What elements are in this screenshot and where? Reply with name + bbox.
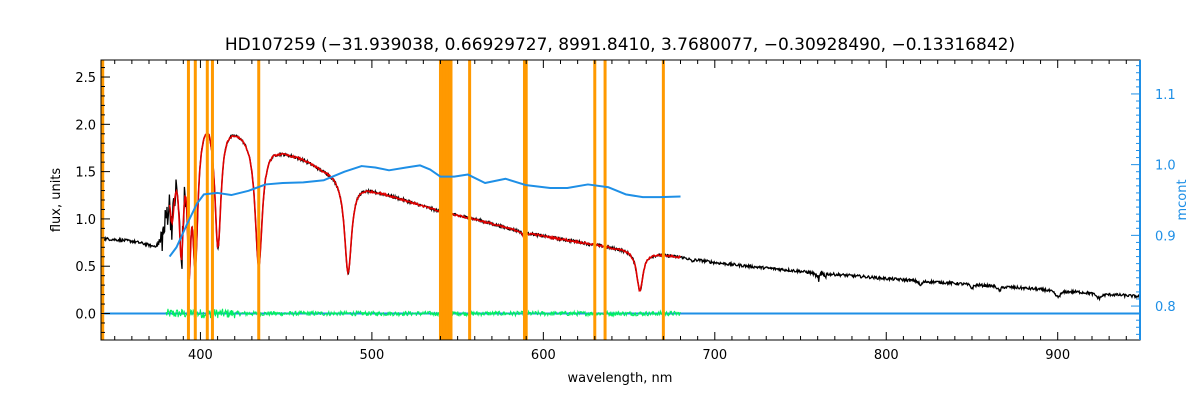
x-tick-label: 800 bbox=[874, 348, 899, 363]
continuum-series bbox=[168, 164, 681, 258]
y2-tick-label: 1.1 bbox=[1155, 88, 1176, 103]
x-axis-label: wavelength, nm bbox=[568, 371, 673, 386]
y-axis-label: flux, units bbox=[49, 168, 64, 233]
y2-tick-label: 1.0 bbox=[1155, 159, 1176, 174]
chart-title: HD107259 (−31.939038, 0.66929727, 8991.8… bbox=[225, 35, 1015, 55]
x-tick-label: 400 bbox=[188, 348, 213, 363]
plot-frame bbox=[100, 59, 1141, 341]
y-tick-label: 1.0 bbox=[75, 213, 96, 228]
observed-spectrum-series bbox=[101, 130, 1140, 302]
axes: 400 500 600 700 800 900 0.0 0.5 1.0 1.5 2.0 2.5 0.8 0… bbox=[75, 60, 1176, 363]
y2-tick-label: 0.8 bbox=[1155, 300, 1176, 315]
y-tick-label: 0.0 bbox=[75, 308, 96, 323]
x-tick-label: 600 bbox=[531, 348, 556, 363]
y-tick-label: 1.5 bbox=[75, 166, 96, 181]
y-tick-label: 0.5 bbox=[75, 260, 96, 275]
x-tick-label: 900 bbox=[1045, 348, 1070, 363]
y2-axis-label: mcont bbox=[1175, 179, 1190, 220]
x-tick-label: 700 bbox=[702, 348, 727, 363]
y-tick-label: 2.0 bbox=[75, 118, 96, 133]
plot-area bbox=[101, 60, 1140, 340]
y2-tick-label: 0.9 bbox=[1155, 229, 1176, 244]
y-tick-label: 2.5 bbox=[75, 71, 96, 86]
x-tick-label: 500 bbox=[359, 348, 384, 363]
